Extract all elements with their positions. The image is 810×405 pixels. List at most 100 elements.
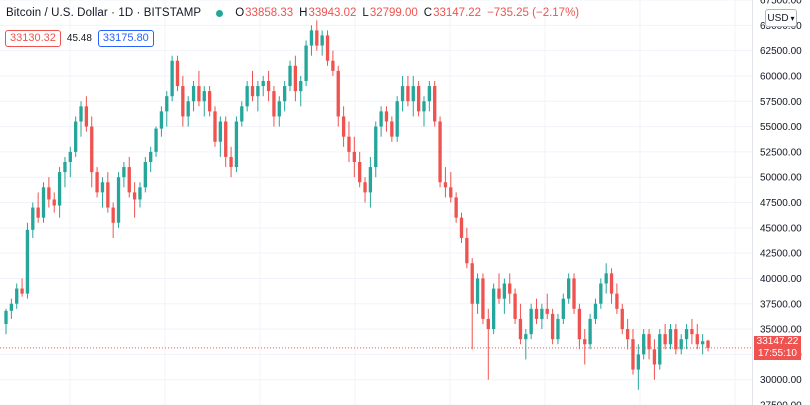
candle-body <box>282 86 287 102</box>
candle-body <box>106 182 110 208</box>
candle-body <box>561 298 565 319</box>
last-price-label: 33147.22 <box>756 335 799 347</box>
candle-body <box>465 237 469 264</box>
candle-body <box>240 106 244 122</box>
candle-body <box>288 65 292 87</box>
bar-countdown-label: 17:55:10 <box>758 347 797 359</box>
candle-body <box>438 121 442 183</box>
candle-body <box>449 187 453 198</box>
candle-body <box>159 111 164 129</box>
candle-body <box>186 101 190 117</box>
sell-price-button[interactable]: 33130.32 <box>5 30 61 47</box>
low-key: L <box>362 7 369 19</box>
y-tick-label: 27500.00 <box>760 401 802 405</box>
candle-body <box>299 81 303 92</box>
y-tick-label: 30000.00 <box>760 375 802 386</box>
y-tick-label: 35000.00 <box>760 325 802 336</box>
candle-body <box>245 86 249 107</box>
candle-body <box>674 329 678 350</box>
candle-body <box>679 339 683 350</box>
candle-body <box>550 313 555 340</box>
candle-body <box>604 273 608 284</box>
candle-body <box>347 136 351 152</box>
y-tick-label: 45000.00 <box>760 223 802 234</box>
candle-body <box>149 151 153 162</box>
candle-body <box>57 172 62 206</box>
low-value: 32799.00 <box>369 7 418 19</box>
candle-body <box>486 318 490 330</box>
candle-body <box>4 310 8 324</box>
candle-body <box>41 187 46 218</box>
candle-body <box>79 106 83 122</box>
candle-body <box>277 101 281 117</box>
candle-body <box>100 182 105 193</box>
candle-body <box>52 199 56 206</box>
chevron-down-icon: ▾ <box>790 13 795 23</box>
candle-body <box>615 293 619 309</box>
candle-body <box>374 126 378 168</box>
candle-body <box>454 197 458 218</box>
y-tick-label: 37500.00 <box>760 299 802 310</box>
candle-body <box>690 329 694 335</box>
open-value: 33858.33 <box>245 7 294 19</box>
candle-body <box>234 121 239 168</box>
candle-body <box>642 334 646 355</box>
candle-body <box>395 101 399 137</box>
currency-selector[interactable]: USD ▾ <box>765 9 797 27</box>
candle-body <box>658 334 662 365</box>
candle-body <box>358 162 362 183</box>
candle-body <box>652 349 657 365</box>
candle-body <box>352 151 356 162</box>
candle-body <box>197 86 201 102</box>
candle-body <box>325 35 330 61</box>
candle-body <box>127 167 131 193</box>
candle-body <box>304 45 308 81</box>
candle-body <box>47 187 51 200</box>
candle-body <box>132 192 137 200</box>
candle-body <box>143 162 147 188</box>
candle-body <box>695 334 699 345</box>
candle-body <box>15 288 19 304</box>
candle-body <box>400 86 405 102</box>
y-tick-label: 57500.00 <box>760 97 802 108</box>
spread-value: 45.48 <box>66 33 92 44</box>
candle-body <box>154 128 158 152</box>
candle-body <box>90 126 94 173</box>
candle-body <box>336 70 340 117</box>
candle-body <box>668 329 673 345</box>
candle-body <box>170 60 174 97</box>
candle-body <box>593 303 598 319</box>
buy-price-button[interactable]: 33175.80 <box>97 30 154 47</box>
candle-body <box>229 156 233 168</box>
candle-body <box>459 217 464 238</box>
candle-body <box>138 187 142 200</box>
candle-body <box>191 86 196 102</box>
candle-body <box>631 339 635 370</box>
candle-body <box>636 354 640 370</box>
y-tick-label: 47500.00 <box>760 198 802 209</box>
candle-body <box>363 182 367 193</box>
candle-body <box>513 293 517 319</box>
y-tick-label: 62500.00 <box>760 46 802 57</box>
candle-body <box>567 278 571 299</box>
candle-body <box>491 288 496 330</box>
candle-body <box>224 121 228 157</box>
y-tick-label: 50000.00 <box>760 173 802 184</box>
candle-body <box>331 60 335 71</box>
symbol-title: Bitcoin / U.S. Dollar · 1D · BITSTAMP <box>6 7 202 19</box>
change-value: −735.25 (−2.17%) <box>487 7 580 19</box>
candle-body <box>599 283 603 304</box>
candle-body <box>588 318 592 345</box>
candle-body <box>9 303 14 311</box>
candle-body <box>545 308 549 314</box>
high-value: 33943.02 <box>308 7 357 19</box>
close-value: 33147.22 <box>433 7 482 19</box>
candle-body <box>341 116 346 137</box>
y-tick-label: 60000.00 <box>760 71 802 82</box>
candle-body <box>524 334 528 340</box>
y-tick-label: 40000.00 <box>760 274 802 285</box>
candle-body <box>261 81 265 87</box>
